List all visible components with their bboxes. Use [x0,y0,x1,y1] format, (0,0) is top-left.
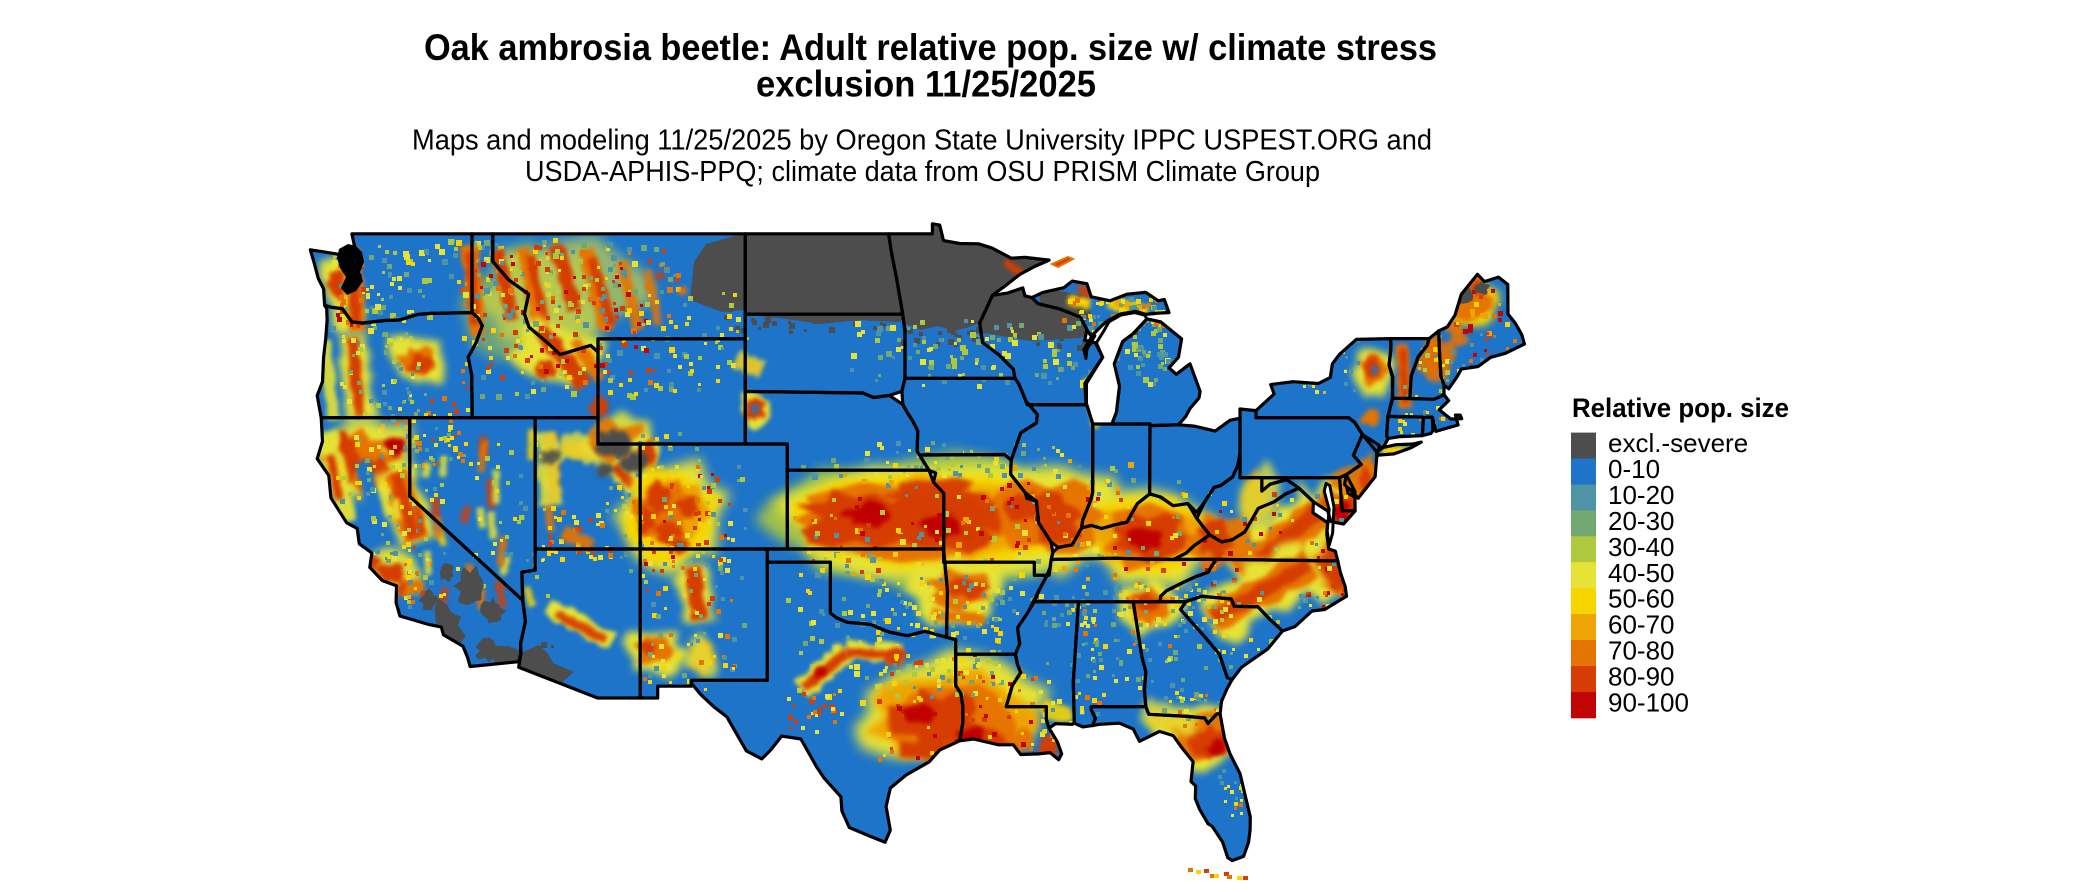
svg-text:70-80: 70-80 [1608,636,1675,666]
svg-text:30-40: 30-40 [1608,532,1675,562]
svg-text:60-70: 60-70 [1608,610,1675,640]
svg-text:excl.-severe: excl.-severe [1608,428,1748,458]
svg-text:90-100: 90-100 [1608,687,1689,717]
svg-text:USDA-APHIS-PPQ; climate data f: USDA-APHIS-PPQ; climate data from OSU PR… [525,156,1320,188]
svg-text:10-20: 10-20 [1608,480,1675,510]
svg-text:40-50: 40-50 [1608,558,1675,588]
svg-text:exclusion 11/25/2025: exclusion 11/25/2025 [756,64,1096,105]
svg-text:20-30: 20-30 [1608,506,1675,536]
svg-text:Maps and modeling 11/25/2025 b: Maps and modeling 11/25/2025 by Oregon S… [412,125,1432,157]
svg-text:0-10: 0-10 [1608,454,1660,484]
svg-text:80-90: 80-90 [1608,662,1675,692]
svg-text:50-60: 50-60 [1608,584,1675,614]
svg-text:Relative pop. size: Relative pop. size [1572,393,1789,423]
svg-text:Oak ambrosia beetle: Adult rel: Oak ambrosia beetle: Adult relative pop.… [424,27,1437,68]
